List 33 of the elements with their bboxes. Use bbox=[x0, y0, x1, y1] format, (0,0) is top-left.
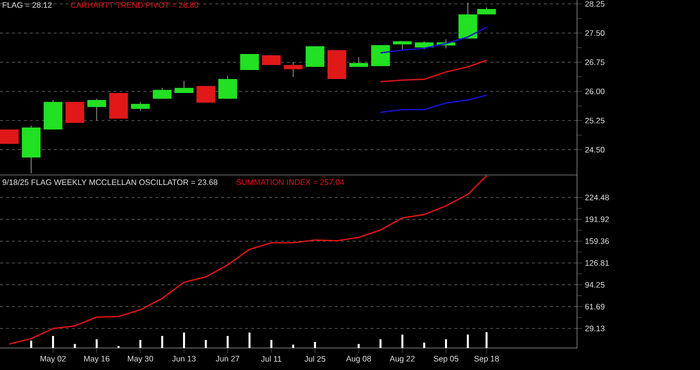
candlestick bbox=[152, 87, 172, 100]
bar bbox=[314, 342, 316, 348]
candlestick bbox=[262, 54, 281, 66]
bar bbox=[270, 340, 272, 348]
bar bbox=[445, 339, 448, 348]
bar bbox=[161, 336, 164, 348]
candlestick bbox=[174, 80, 194, 94]
bar bbox=[358, 344, 360, 348]
line-series bbox=[380, 26, 488, 54]
bar bbox=[74, 344, 76, 348]
candlestick bbox=[0, 129, 19, 144]
candlestick bbox=[240, 54, 259, 70]
candlestick bbox=[87, 98, 106, 121]
candlestick bbox=[66, 101, 84, 124]
candlestick bbox=[349, 56, 368, 68]
bar bbox=[380, 339, 382, 348]
bar bbox=[486, 332, 488, 348]
bar bbox=[401, 334, 404, 348]
bar bbox=[466, 334, 469, 348]
candlestick bbox=[306, 46, 324, 68]
bar bbox=[248, 332, 251, 348]
bar bbox=[52, 336, 54, 348]
bar bbox=[139, 340, 142, 348]
candlestick bbox=[284, 62, 303, 78]
bar bbox=[183, 332, 186, 348]
bar bbox=[204, 340, 207, 348]
candlestick bbox=[218, 75, 238, 100]
bar bbox=[423, 342, 426, 348]
line-series bbox=[380, 60, 488, 82]
bar bbox=[292, 344, 294, 348]
bar bbox=[226, 336, 229, 348]
line-series bbox=[380, 94, 488, 114]
bar bbox=[96, 339, 98, 348]
